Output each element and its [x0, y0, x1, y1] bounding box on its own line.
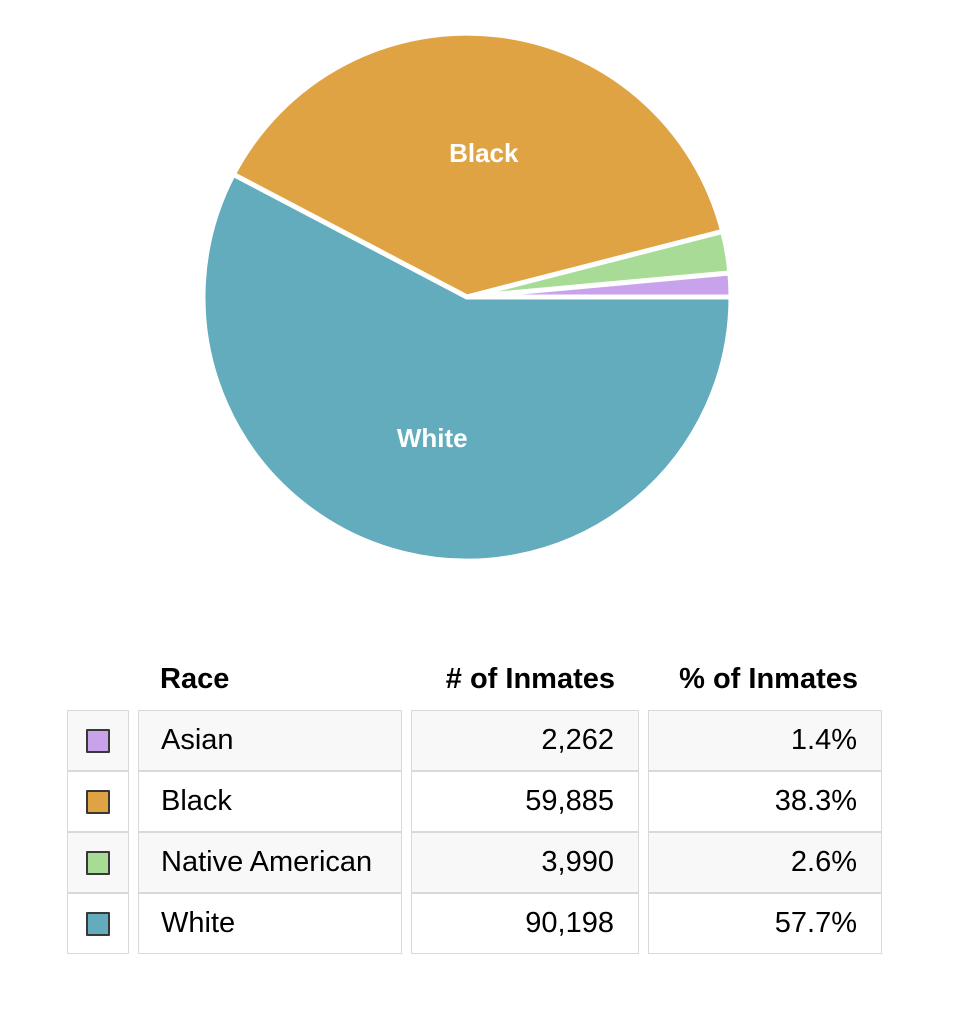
- inmate-count: 3,990: [411, 832, 639, 893]
- header-race: Race: [160, 662, 230, 695]
- race-label: Asian: [138, 710, 402, 771]
- inmate-pct: 2.6%: [648, 832, 882, 893]
- color-swatch-white: [86, 911, 110, 936]
- inmate-pct: 38.3%: [648, 771, 882, 832]
- pie-slice-white: [200, 171, 734, 564]
- color-swatch-native-american: [86, 850, 110, 875]
- race-label: Native American: [138, 832, 402, 893]
- header-swatch-spacer: [67, 648, 129, 710]
- inmate-pct: 1.4%: [648, 710, 882, 771]
- pie-chart: White Black: [200, 30, 734, 564]
- race-label: White: [138, 893, 402, 954]
- pie-slice-black: [230, 30, 726, 300]
- race-label: Black: [138, 771, 402, 832]
- race-table: Asian 2,262 1.4% Black 59,885 38.3% Nati…: [67, 710, 882, 954]
- inmate-count: 2,262: [411, 710, 639, 771]
- pie-chart-area: White Black: [200, 30, 734, 564]
- pie-slice-asian: [464, 270, 734, 300]
- inmate-count: 59,885: [411, 771, 639, 832]
- color-swatch-asian: [86, 728, 110, 753]
- swatch-cell-black: [67, 771, 129, 832]
- table-header: Race # of Inmates % of Inmates: [67, 648, 882, 710]
- color-swatch-black: [86, 789, 110, 814]
- header-pct-inmates: % of Inmates: [679, 662, 858, 695]
- pie-label-black: Black: [449, 138, 519, 168]
- swatch-cell-white: [67, 893, 129, 954]
- header-num-inmates: # of Inmates: [445, 662, 615, 695]
- inmate-pct: 57.7%: [648, 893, 882, 954]
- swatch-cell-native-american: [67, 832, 129, 893]
- pie-label-white: White: [397, 423, 468, 453]
- inmate-count: 90,198: [411, 893, 639, 954]
- swatch-cell-asian: [67, 710, 129, 771]
